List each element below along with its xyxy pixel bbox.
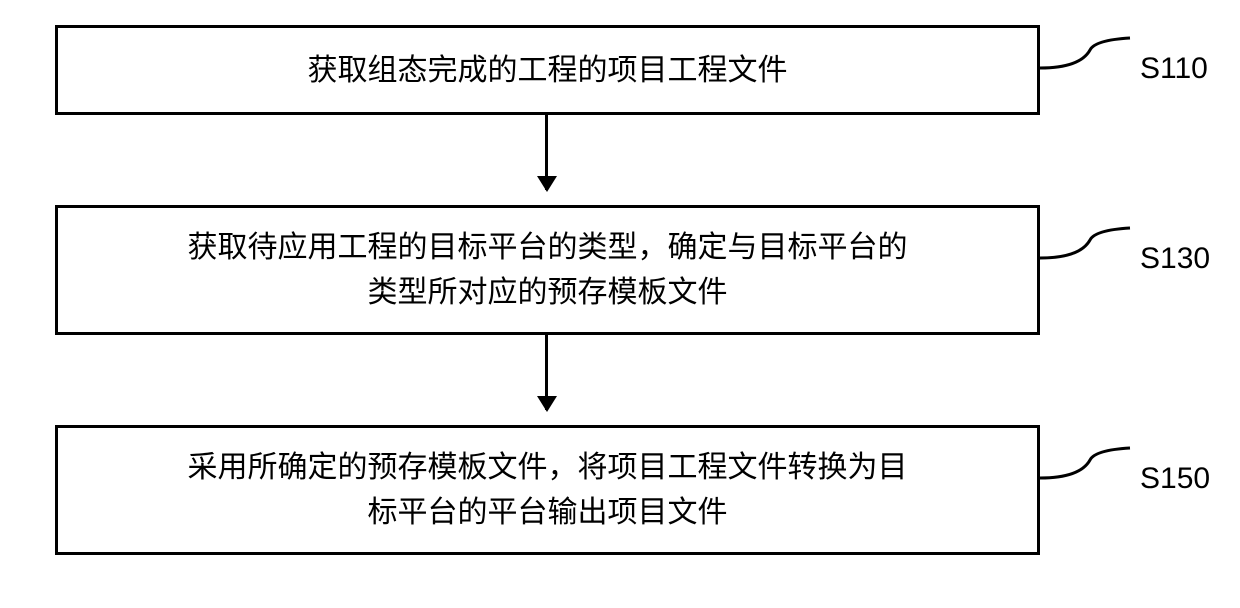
step-box-1: 获取组态完成的工程的项目工程文件 xyxy=(55,25,1040,115)
step-box-3: 采用所确定的预存模板文件，将项目工程文件转换为目 标平台的平台输出项目文件 xyxy=(55,425,1040,555)
connector-3 xyxy=(1040,440,1140,500)
step-label-2: S130 xyxy=(1140,242,1210,276)
step-box-2: 获取待应用工程的目标平台的类型，确定与目标平台的 类型所对应的预存模板文件 xyxy=(55,205,1040,335)
step-text-3: 采用所确定的预存模板文件，将项目工程文件转换为目 标平台的平台输出项目文件 xyxy=(188,445,908,535)
arrow-1 xyxy=(545,115,548,190)
flowchart-container: 获取组态完成的工程的项目工程文件 S110 获取待应用工程的目标平台的类型，确定… xyxy=(0,0,1240,608)
connector-2 xyxy=(1040,220,1140,280)
step-text-2: 获取待应用工程的目标平台的类型，确定与目标平台的 类型所对应的预存模板文件 xyxy=(188,225,908,315)
connector-1 xyxy=(1040,30,1140,90)
arrow-2 xyxy=(545,335,548,410)
step-text-1: 获取组态完成的工程的项目工程文件 xyxy=(308,48,788,93)
step-label-3: S150 xyxy=(1140,462,1210,496)
step-label-1: S110 xyxy=(1140,52,1208,86)
